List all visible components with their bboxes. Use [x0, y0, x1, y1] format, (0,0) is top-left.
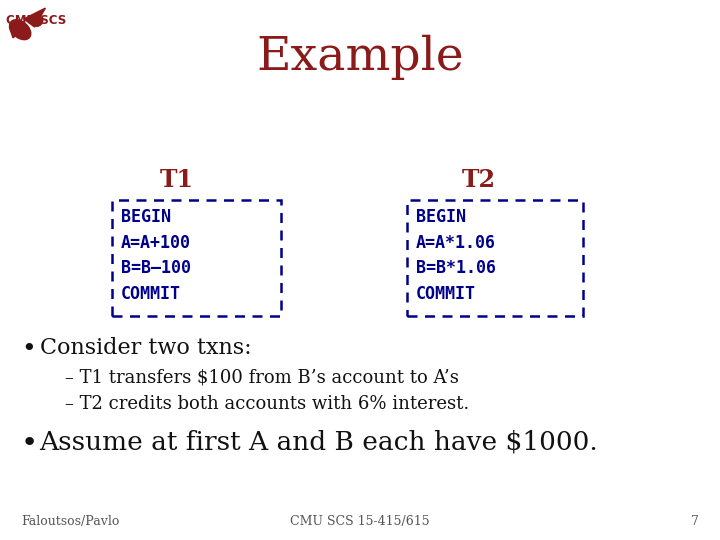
Ellipse shape: [34, 17, 42, 26]
Text: •: •: [22, 338, 36, 361]
Polygon shape: [9, 27, 20, 38]
Text: – T2 credits both accounts with 6% interest.: – T2 credits both accounts with 6% inter…: [65, 395, 469, 413]
Text: •: •: [20, 429, 37, 457]
Text: Consider two txns:: Consider two txns:: [40, 338, 251, 360]
Text: BEGIN
A=A*1.06
B=B*1.06
COMMIT: BEGIN A=A*1.06 B=B*1.06 COMMIT: [416, 208, 496, 303]
Text: Faloutsos/Pavlo: Faloutsos/Pavlo: [22, 515, 120, 528]
Bar: [112, 200, 281, 316]
Polygon shape: [24, 8, 45, 27]
Text: Assume at first A and B each have $1000.: Assume at first A and B each have $1000.: [40, 429, 598, 454]
Text: CMU SCS 15-415/615: CMU SCS 15-415/615: [290, 515, 430, 528]
Text: BEGIN
A=A+100
B=B–100
COMMIT: BEGIN A=A+100 B=B–100 COMMIT: [121, 208, 191, 303]
Text: T2: T2: [462, 168, 496, 192]
Text: Example: Example: [256, 35, 464, 80]
Text: CMU SCS: CMU SCS: [6, 14, 66, 26]
Bar: [407, 200, 583, 316]
Ellipse shape: [9, 20, 31, 39]
Text: 7: 7: [690, 515, 698, 528]
Text: – T1 transfers $100 from B’s account to A’s: – T1 transfers $100 from B’s account to …: [65, 368, 459, 386]
Text: T1: T1: [159, 168, 194, 192]
